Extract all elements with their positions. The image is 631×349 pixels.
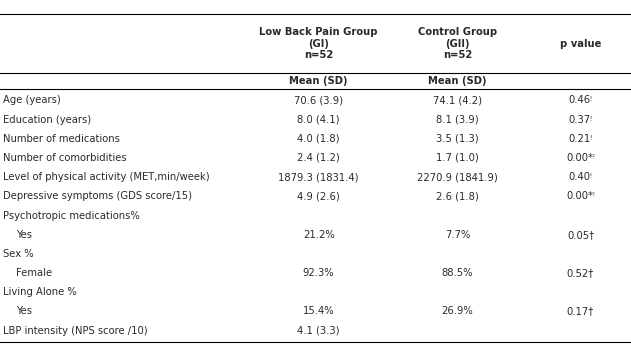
Text: Depressive symptoms (GDS score/15): Depressive symptoms (GDS score/15): [3, 191, 192, 201]
Text: Living Alone %: Living Alone %: [3, 287, 77, 297]
Text: Female: Female: [16, 268, 52, 278]
Text: 0.00*ᵎ: 0.00*ᵎ: [566, 191, 595, 201]
Text: 70.6 (3.9): 70.6 (3.9): [294, 95, 343, 105]
Text: 4.9 (2.6): 4.9 (2.6): [297, 191, 340, 201]
Text: Yes: Yes: [16, 230, 32, 240]
Text: 7.7%: 7.7%: [445, 230, 470, 240]
Text: Level of physical activity (MET,min/week): Level of physical activity (MET,min/week…: [3, 172, 209, 182]
Text: 8.1 (3.9): 8.1 (3.9): [436, 114, 479, 125]
Text: 0.52†: 0.52†: [567, 268, 594, 278]
Text: Low Back Pain Group
(GI)
n=52: Low Back Pain Group (GI) n=52: [259, 27, 378, 60]
Text: 92.3%: 92.3%: [303, 268, 334, 278]
Text: 2.6 (1.8): 2.6 (1.8): [436, 191, 479, 201]
Text: 2270.9 (1841.9): 2270.9 (1841.9): [417, 172, 498, 182]
Text: 74.1 (4.2): 74.1 (4.2): [433, 95, 482, 105]
Text: 0.17†: 0.17†: [567, 306, 594, 317]
Text: Age (years): Age (years): [3, 95, 61, 105]
Text: Mean (SD): Mean (SD): [290, 76, 348, 86]
Text: 88.5%: 88.5%: [442, 268, 473, 278]
Text: Psychotropic medications%: Psychotropic medications%: [3, 210, 140, 221]
Text: Control Group
(GII)
n=52: Control Group (GII) n=52: [418, 27, 497, 60]
Text: 26.9%: 26.9%: [442, 306, 473, 317]
Text: LBP intensity (NPS score /10): LBP intensity (NPS score /10): [3, 326, 148, 336]
Text: Education (years): Education (years): [3, 114, 91, 125]
Text: Yes: Yes: [16, 306, 32, 317]
Text: 0.40ᵎ: 0.40ᵎ: [569, 172, 593, 182]
Text: 0.00*ᵎ: 0.00*ᵎ: [566, 153, 595, 163]
Text: 4.1 (3.3): 4.1 (3.3): [297, 326, 340, 336]
Text: 2.4 (1.2): 2.4 (1.2): [297, 153, 340, 163]
Text: 0.05†: 0.05†: [567, 230, 594, 240]
Text: 21.2%: 21.2%: [303, 230, 334, 240]
Text: 3.5 (1.3): 3.5 (1.3): [436, 134, 479, 144]
Text: p value: p value: [560, 39, 601, 49]
Text: 15.4%: 15.4%: [303, 306, 334, 317]
Text: 0.46ᵎ: 0.46ᵎ: [569, 95, 593, 105]
Text: Sex %: Sex %: [3, 249, 34, 259]
Text: Mean (SD): Mean (SD): [428, 76, 487, 86]
Text: Number of comorbidities: Number of comorbidities: [3, 153, 127, 163]
Text: 8.0 (4.1): 8.0 (4.1): [297, 114, 340, 125]
Text: 0.37ᵎ: 0.37ᵎ: [569, 114, 593, 125]
Text: Number of medications: Number of medications: [3, 134, 120, 144]
Text: 1879.3 (1831.4): 1879.3 (1831.4): [278, 172, 359, 182]
Text: 0.21ᵎ: 0.21ᵎ: [569, 134, 593, 144]
Text: 4.0 (1.8): 4.0 (1.8): [297, 134, 340, 144]
Text: 1.7 (1.0): 1.7 (1.0): [436, 153, 479, 163]
